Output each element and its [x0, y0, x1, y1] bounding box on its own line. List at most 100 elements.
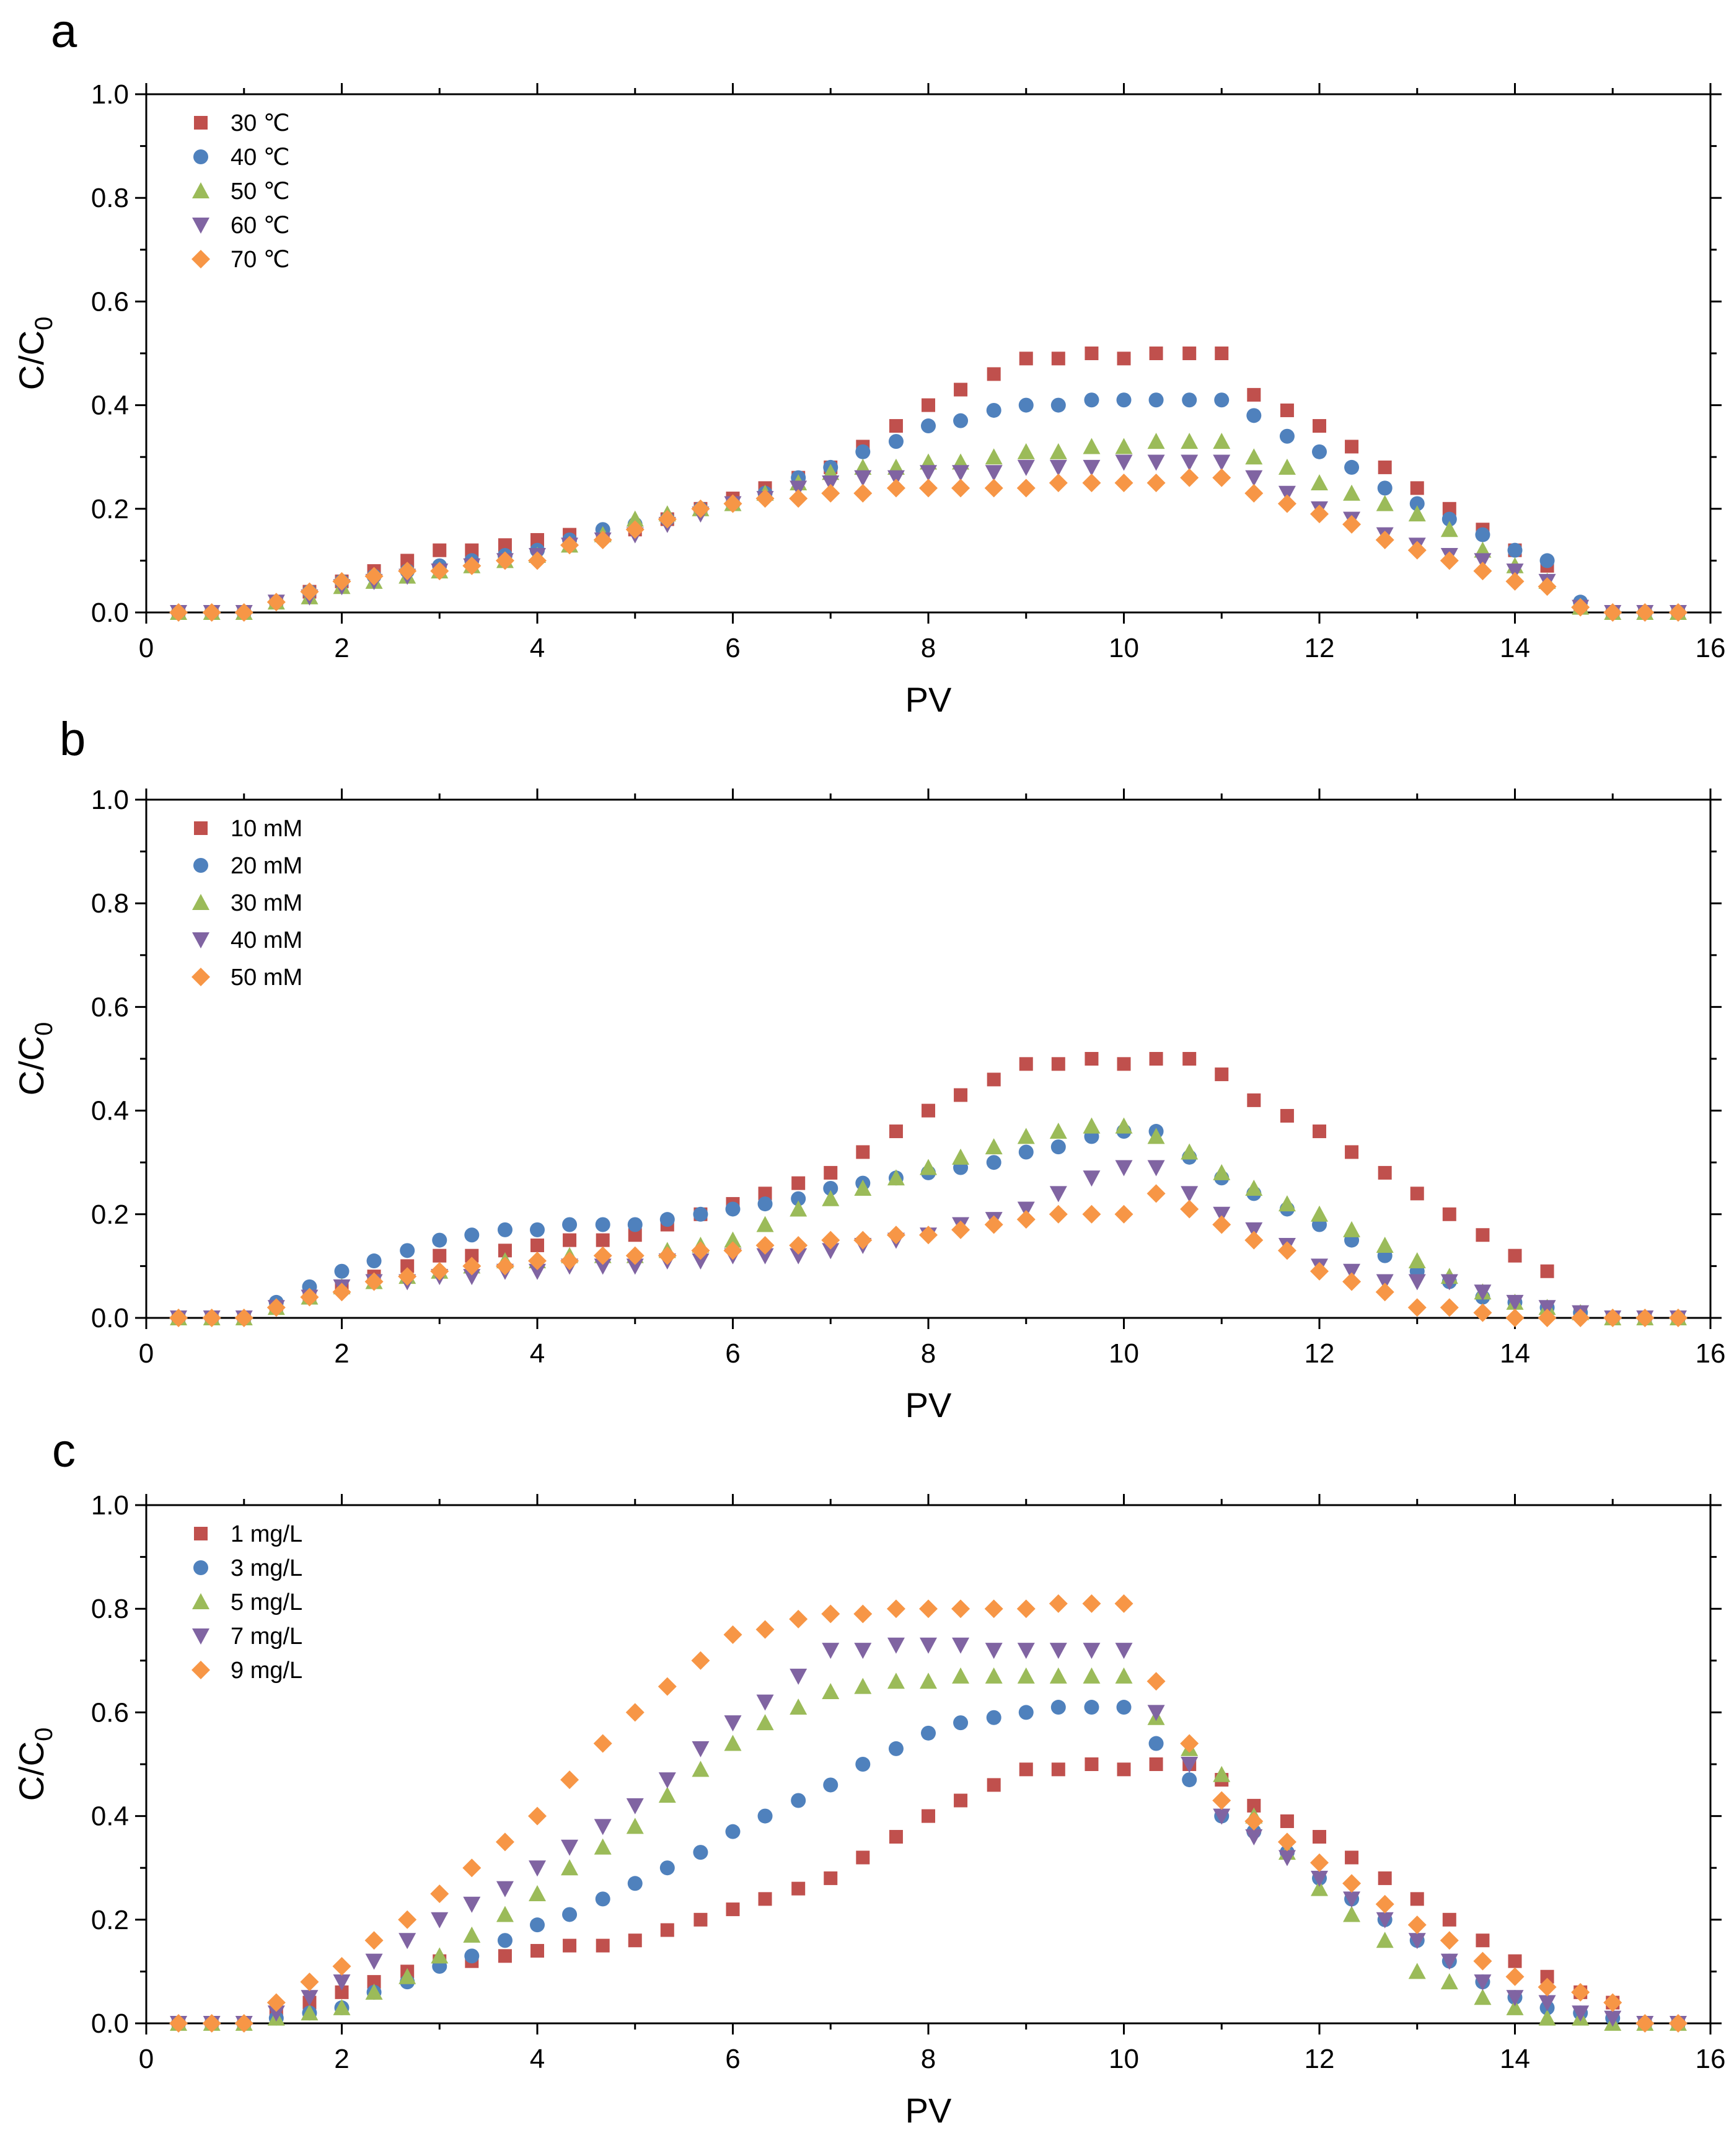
x-tick-label: 16 — [1696, 1338, 1726, 1369]
data-point — [1117, 1762, 1131, 1776]
x-tick-label: 2 — [334, 633, 349, 663]
data-point — [563, 1939, 576, 1953]
data-point — [1214, 392, 1229, 407]
panel-label: a — [51, 5, 77, 58]
data-point — [1052, 351, 1065, 365]
data-point — [1280, 1814, 1294, 1828]
data-point — [432, 1233, 447, 1248]
data-point — [1411, 1892, 1424, 1906]
data-point — [1182, 347, 1196, 360]
data-point — [922, 1104, 935, 1118]
legend-label: 10 mM — [231, 816, 302, 842]
legend-label: 20 mM — [231, 853, 302, 879]
data-point — [889, 1124, 903, 1138]
y-tick-label: 0.0 — [91, 2008, 129, 2039]
x-tick-label: 8 — [921, 633, 936, 663]
data-point — [1541, 1265, 1554, 1278]
data-point — [921, 1726, 936, 1741]
data-point — [953, 413, 968, 428]
data-point — [922, 399, 935, 412]
x-tick-label: 2 — [334, 1338, 349, 1369]
data-point — [1508, 1955, 1522, 1968]
data-point — [1508, 1249, 1522, 1263]
data-point — [1149, 1736, 1164, 1751]
data-point — [596, 1939, 610, 1953]
data-point — [1019, 1057, 1033, 1071]
data-point — [855, 444, 870, 459]
data-point — [498, 1949, 512, 1963]
data-point — [1084, 392, 1099, 407]
data-point — [791, 1793, 806, 1808]
legend-marker — [193, 858, 208, 873]
data-point — [1182, 392, 1197, 407]
data-point — [791, 1177, 805, 1190]
y-axis-title-subscript: 0 — [30, 317, 58, 330]
data-point — [1540, 553, 1555, 568]
legend-label: 50 ℃ — [231, 179, 290, 205]
y-tick-label: 0.8 — [91, 1594, 129, 1624]
data-point — [596, 1891, 610, 1906]
y-tick-label: 1.0 — [91, 785, 129, 815]
data-point — [628, 1217, 643, 1232]
x-tick-label: 14 — [1500, 2044, 1530, 2074]
data-point — [693, 1207, 708, 1222]
y-tick-label: 0.4 — [91, 391, 129, 421]
data-point — [1508, 543, 1523, 558]
data-point — [1443, 1208, 1456, 1221]
y-tick-label: 0.2 — [91, 1199, 129, 1230]
data-point — [987, 1710, 1001, 1725]
y-axis-title-subscript: 0 — [30, 1728, 58, 1741]
data-point — [400, 1243, 415, 1258]
x-tick-label: 10 — [1109, 633, 1139, 663]
legend-label: 9 mg/L — [231, 1658, 302, 1684]
data-point — [954, 1089, 967, 1102]
data-point — [1150, 1052, 1163, 1066]
data-point — [1411, 481, 1424, 495]
data-point — [921, 418, 936, 433]
data-point — [433, 544, 446, 557]
data-point — [563, 1234, 576, 1247]
data-point — [1247, 1093, 1261, 1107]
x-tick-label: 12 — [1305, 2044, 1335, 2074]
data-point — [1019, 398, 1034, 413]
legend-label: 60 ℃ — [231, 213, 290, 239]
legend-marker — [193, 1560, 208, 1575]
y-tick-label: 0.4 — [91, 1801, 129, 1832]
data-point — [759, 1892, 772, 1906]
y-tick-label: 0.6 — [91, 286, 129, 317]
data-point — [433, 1249, 446, 1263]
x-tick-label: 16 — [1696, 633, 1726, 663]
data-point — [464, 1227, 479, 1242]
legend-marker — [193, 149, 208, 164]
data-point — [1313, 1124, 1326, 1138]
data-point — [1019, 1762, 1033, 1776]
data-point — [1084, 1700, 1099, 1715]
x-axis-title: PV — [905, 1385, 952, 1425]
data-point — [628, 1933, 642, 1947]
panel-label: b — [59, 713, 86, 766]
y-tick-label: 0.8 — [91, 183, 129, 213]
data-point — [1280, 1109, 1294, 1123]
data-point — [1051, 1700, 1066, 1715]
data-point — [1313, 419, 1326, 433]
data-point — [596, 1234, 610, 1247]
data-point — [1280, 404, 1294, 417]
x-tick-label: 0 — [139, 633, 154, 663]
data-point — [628, 1876, 643, 1891]
data-point — [987, 1072, 1001, 1086]
data-point — [889, 1741, 904, 1756]
data-point — [562, 1217, 577, 1232]
x-tick-label: 14 — [1500, 633, 1530, 663]
data-point — [1345, 1145, 1358, 1159]
data-point — [1378, 1166, 1392, 1180]
data-point — [726, 1824, 741, 1839]
legend-marker — [194, 116, 208, 130]
legend-label: 30 ℃ — [231, 110, 290, 136]
legend-label: 40 ℃ — [231, 144, 290, 170]
data-point — [1476, 1933, 1489, 1947]
legend-marker — [194, 1527, 208, 1540]
data-point — [1019, 1705, 1034, 1720]
data-point — [1378, 480, 1393, 495]
data-point — [1411, 1186, 1424, 1200]
x-tick-label: 12 — [1305, 633, 1335, 663]
